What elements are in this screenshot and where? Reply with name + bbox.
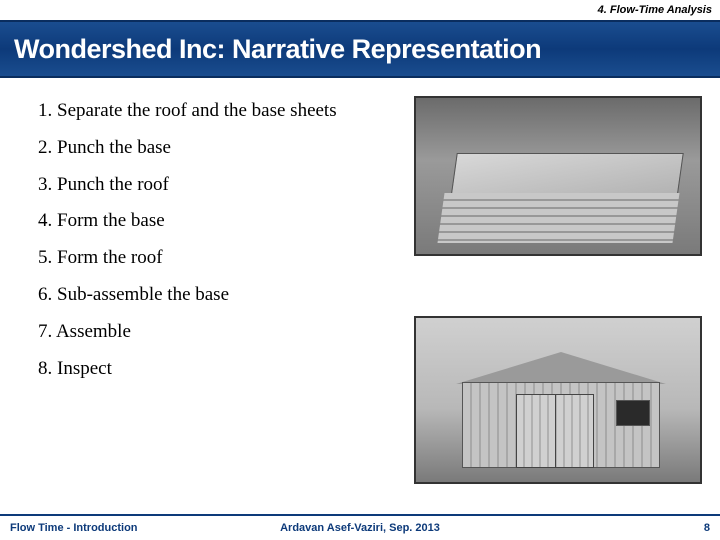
footer-page-number: 8 (704, 522, 710, 534)
steps-list: 1. Separate the roof and the base sheets… (38, 100, 388, 380)
shed-illustration (456, 352, 666, 472)
step-item: 6. Sub-assemble the base (38, 284, 388, 307)
step-item: 8. Inspect (38, 358, 388, 381)
step-item: 1. Separate the roof and the base sheets (38, 100, 388, 123)
footer-left: Flow Time - Introduction (10, 522, 138, 534)
step-item: 2. Punch the base (38, 137, 388, 160)
chapter-label: 4. Flow-Time Analysis (598, 4, 712, 16)
title-bar: Wondershed Inc: Narrative Representation (0, 20, 720, 78)
image-shed (414, 316, 702, 484)
shed-roof-icon (456, 352, 666, 384)
step-item: 5. Form the roof (38, 247, 388, 270)
step-item: 4. Form the base (38, 210, 388, 233)
shed-window-icon (616, 400, 650, 426)
footer: Flow Time - Introduction Ardavan Asef-Va… (0, 514, 720, 540)
shed-door-icon (516, 394, 594, 468)
footer-center: Ardavan Asef-Vaziri, Sep. 2013 (280, 522, 440, 534)
step-item: 7. Assemble (38, 321, 388, 344)
step-item: 3. Punch the roof (38, 174, 388, 197)
image-metal-sheets (414, 96, 702, 256)
slide-title: Wondershed Inc: Narrative Representation (14, 34, 541, 65)
